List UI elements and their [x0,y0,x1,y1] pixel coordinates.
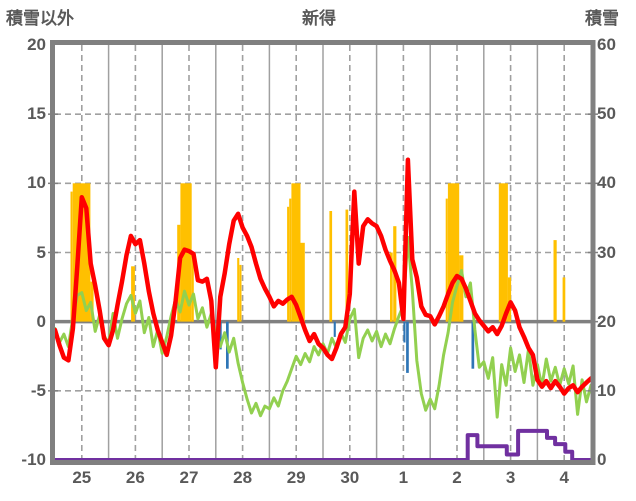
left-axis-title: 積雪以外 [6,9,74,28]
left-axis-tick-label: 10 [27,173,46,193]
right-axis-tick-label: 60 [597,35,616,54]
left-axis-tick-label: -10 [21,450,46,469]
x-axis-day-label: 30 [340,468,360,487]
x-axis-day-label: 27 [179,468,199,487]
x-axis-day-label: 1 [398,468,409,487]
right-axis-tick-label: 40 [597,173,616,193]
right-axis-tick-label: 0 [597,450,607,469]
x-axis-day-label: 25 [72,468,92,487]
x-axis-day-label: 4 [559,468,569,487]
right-axis-tick-label: 10 [597,380,616,400]
right-axis-tick-label: 50 [597,104,616,124]
x-axis-day-label: 29 [286,468,306,487]
x-axis-day-label: 3 [505,468,516,487]
chart-title: 新得 [302,9,336,28]
right-axis-tick-label: 20 [597,311,616,331]
x-axis-day-label: 26 [125,468,145,487]
right-axis-title: 積雪 [585,9,619,28]
left-axis-tick-label: 20 [27,35,46,54]
left-axis-tick-label: 5 [36,242,46,262]
x-axis-day-label: 2 [452,468,462,487]
x-axis-day-label: 28 [233,468,253,487]
right-axis-tick-label: 30 [597,242,616,262]
left-axis-tick-label: 15 [27,104,46,124]
left-axis-tick-label: 0 [36,311,46,331]
left-axis-tick-label: -5 [30,380,46,400]
